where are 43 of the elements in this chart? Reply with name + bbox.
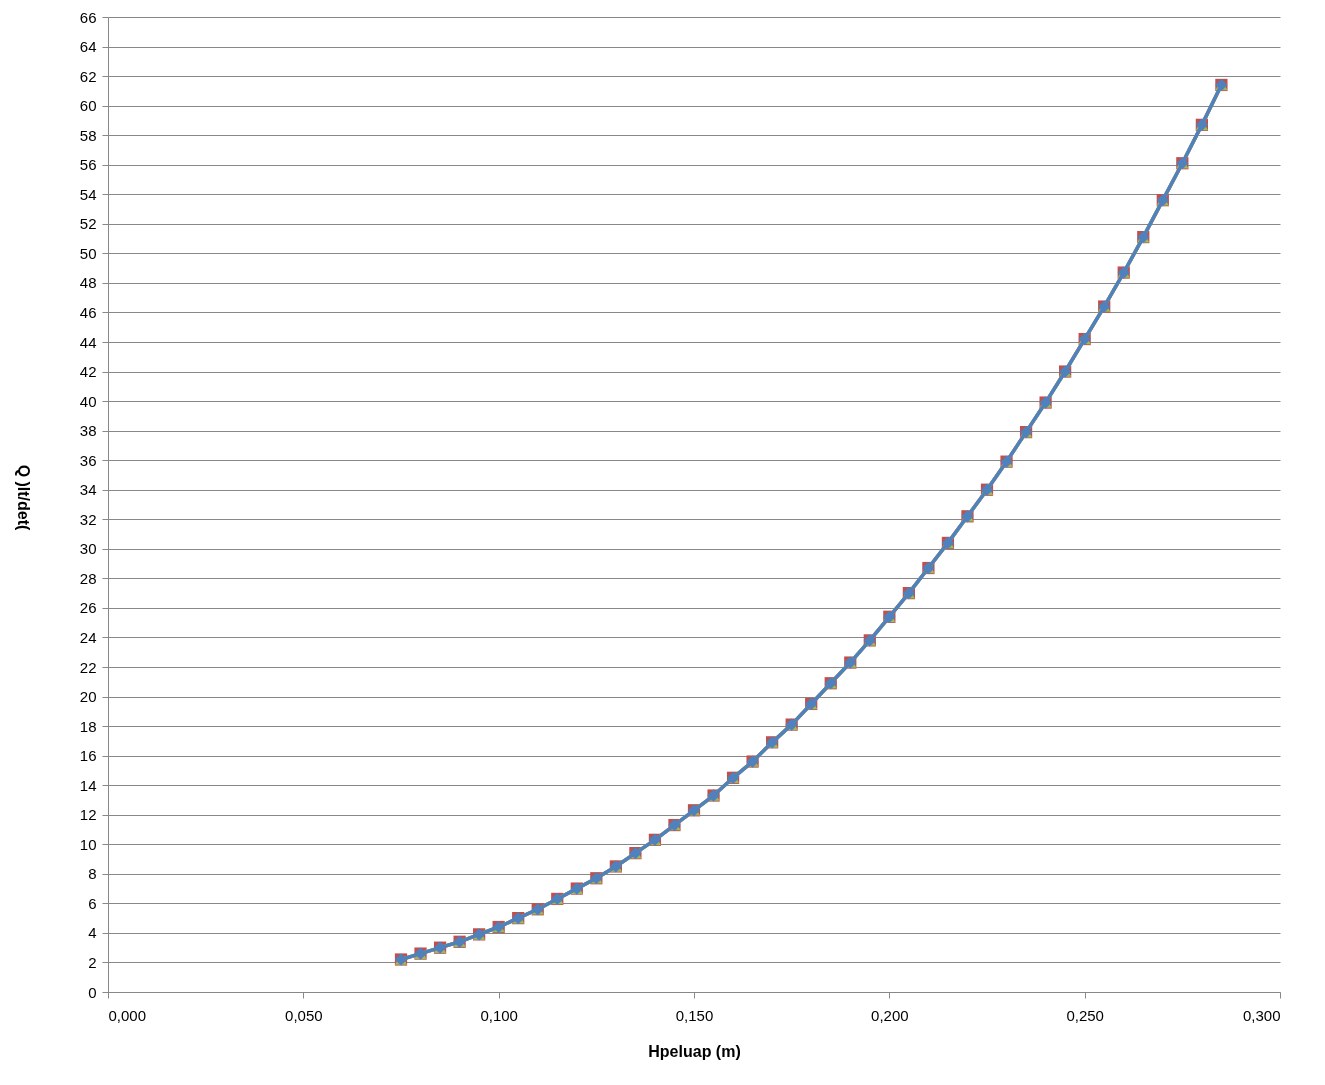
y-tick-label: 10 [79, 835, 97, 853]
y-tick-label: 50 [79, 244, 97, 262]
y-tick-label: 8 [88, 865, 97, 883]
y-tick-label: 66 [79, 8, 97, 26]
y-tick-label: 16 [79, 747, 97, 765]
y-tick-label: 6 [88, 894, 97, 912]
y-tick-label: 14 [79, 776, 97, 794]
y-tick-label: 0 [88, 983, 97, 1001]
y-tick-label: 24 [79, 628, 97, 646]
y-tick-label: 60 [79, 97, 97, 115]
y-tick-label: 48 [79, 274, 97, 292]
x-tick-label: 0,250 [1066, 1006, 1104, 1024]
x-tick-label: 0,000 [108, 1006, 147, 1024]
y-tick-label: 30 [79, 540, 97, 558]
y-tick-label: 38 [79, 422, 97, 440]
y-tick-label: 22 [79, 658, 97, 676]
x-tick-label: 0,150 [675, 1006, 714, 1024]
y-tick-label: 42 [79, 363, 97, 381]
y-tick-label: 4 [88, 924, 97, 942]
y-tick-label: 34 [79, 481, 97, 499]
y-tick-label: 46 [79, 303, 97, 321]
y-tick-label: 54 [79, 185, 97, 203]
y-tick-label: 32 [79, 510, 97, 528]
y-tick-label: 56 [79, 156, 97, 174]
x-tick-label: 0,100 [480, 1006, 518, 1024]
y-tick-label: 20 [79, 688, 97, 706]
y-tick-label: 44 [79, 333, 97, 351]
y-tick-label: 40 [79, 392, 97, 410]
y-tick-label: 58 [79, 126, 97, 144]
y-axis-title: Q )lt/det( [14, 464, 32, 532]
y-tick-label: 62 [79, 67, 97, 85]
y-tick-label: 18 [79, 717, 97, 735]
x-tick-label: 0,200 [871, 1006, 909, 1024]
y-tick-label: 2 [88, 953, 97, 971]
x-tick-label: 0,300 [1242, 1006, 1281, 1024]
y-tick-label: 26 [79, 599, 97, 617]
y-tick-label: 28 [79, 569, 97, 587]
y-tick-label: 52 [79, 215, 97, 233]
x-tick-label: 0,050 [285, 1006, 323, 1024]
y-tick-label: 64 [79, 38, 97, 56]
y-tick-label: 36 [79, 451, 97, 469]
y-tick-label: 12 [79, 806, 97, 824]
x-axis-title: Hpeluap (m) [648, 1042, 741, 1060]
